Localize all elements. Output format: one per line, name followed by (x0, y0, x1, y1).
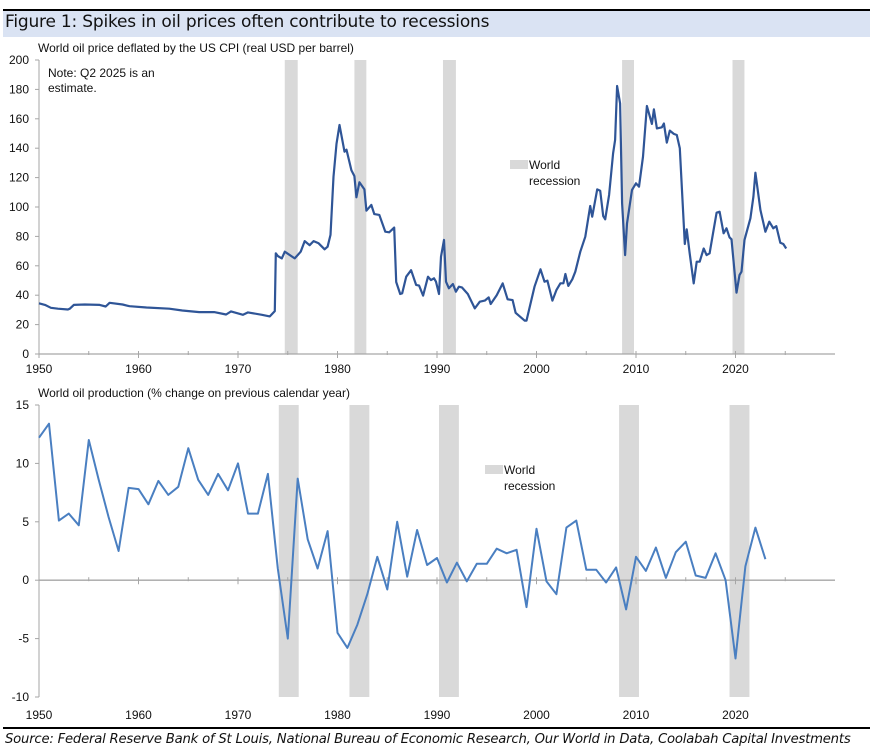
x-tick-label: 1990 (424, 708, 451, 722)
y-tick-label: 160 (9, 112, 29, 126)
series-line (38, 422, 767, 660)
y-tick-label: 15 (16, 398, 30, 412)
x-tick-label: 2010 (623, 362, 650, 376)
series-line (38, 84, 788, 322)
legend-label: recession (504, 479, 555, 493)
legend-label: World (529, 158, 560, 172)
y-tick-label: 200 (9, 53, 29, 67)
x-tick-label: 1980 (324, 362, 351, 376)
x-tick-label: 1950 (26, 362, 53, 376)
legend-swatch (485, 465, 503, 474)
chart-note: Note: Q2 2025 is an (48, 66, 155, 80)
figure-title: Figure 1: Spikes in oil prices often con… (5, 12, 490, 32)
y-tick-label: 40 (16, 288, 30, 302)
x-tick-label: 2000 (523, 362, 550, 376)
x-tick-label: 1950 (26, 708, 53, 722)
recession-band (278, 405, 299, 697)
recession-band (438, 405, 459, 697)
recession-band (442, 60, 456, 354)
legend-swatch (510, 160, 528, 169)
y-tick-label: 80 (16, 229, 30, 243)
recession-band (284, 60, 298, 354)
y-tick-label: -10 (12, 690, 30, 704)
recession-band (619, 405, 639, 697)
x-tick-label: 1960 (125, 362, 152, 376)
footer-rule (3, 727, 870, 729)
y-tick-label: 180 (9, 82, 29, 96)
header-top-rule (3, 9, 870, 11)
x-tick-label: 2010 (623, 708, 650, 722)
recession-band (349, 405, 370, 697)
x-tick-label: 2020 (722, 708, 749, 722)
source-note: Source: Federal Reserve Bank of St Louis… (5, 732, 851, 747)
y-tick-label: 5 (22, 515, 29, 529)
recession-band (729, 405, 750, 697)
chart-note: estimate. (48, 81, 97, 95)
legend-label: recession (529, 174, 580, 188)
x-tick-label: 1960 (125, 708, 152, 722)
y-tick-label: 140 (9, 141, 29, 155)
x-tick-label: 1980 (324, 708, 351, 722)
recession-band (354, 60, 367, 354)
recession-band (622, 60, 635, 354)
x-tick-label: 1970 (225, 362, 252, 376)
x-tick-label: 2020 (722, 362, 749, 376)
header-band (3, 11, 870, 37)
x-tick-label: 1990 (424, 362, 451, 376)
y-tick-label: 0 (22, 573, 29, 587)
y-tick-label: 120 (9, 171, 29, 185)
chart-title: World oil price deflated by the US CPI (… (38, 41, 354, 55)
legend-label: World (504, 463, 535, 477)
y-tick-label: -5 (18, 632, 29, 646)
y-tick-label: 60 (16, 259, 30, 273)
y-tick-label: 0 (22, 347, 29, 361)
recession-band (732, 60, 745, 354)
x-tick-label: 2000 (523, 708, 550, 722)
chart-title: World oil production (% change on previo… (38, 386, 350, 400)
y-tick-label: 10 (16, 456, 30, 470)
production-chart: -10 -5 0 5 10 15 1950 1960 1970 1980 1990 2000 2010 2… (12, 386, 835, 722)
y-tick-label: 20 (16, 318, 30, 332)
y-tick-label: 100 (9, 200, 29, 214)
price-chart: 0 20 40 60 80 100 120 140 160 180 200 1950 1960 1970 1… (9, 41, 835, 376)
x-tick-label: 1970 (225, 708, 252, 722)
